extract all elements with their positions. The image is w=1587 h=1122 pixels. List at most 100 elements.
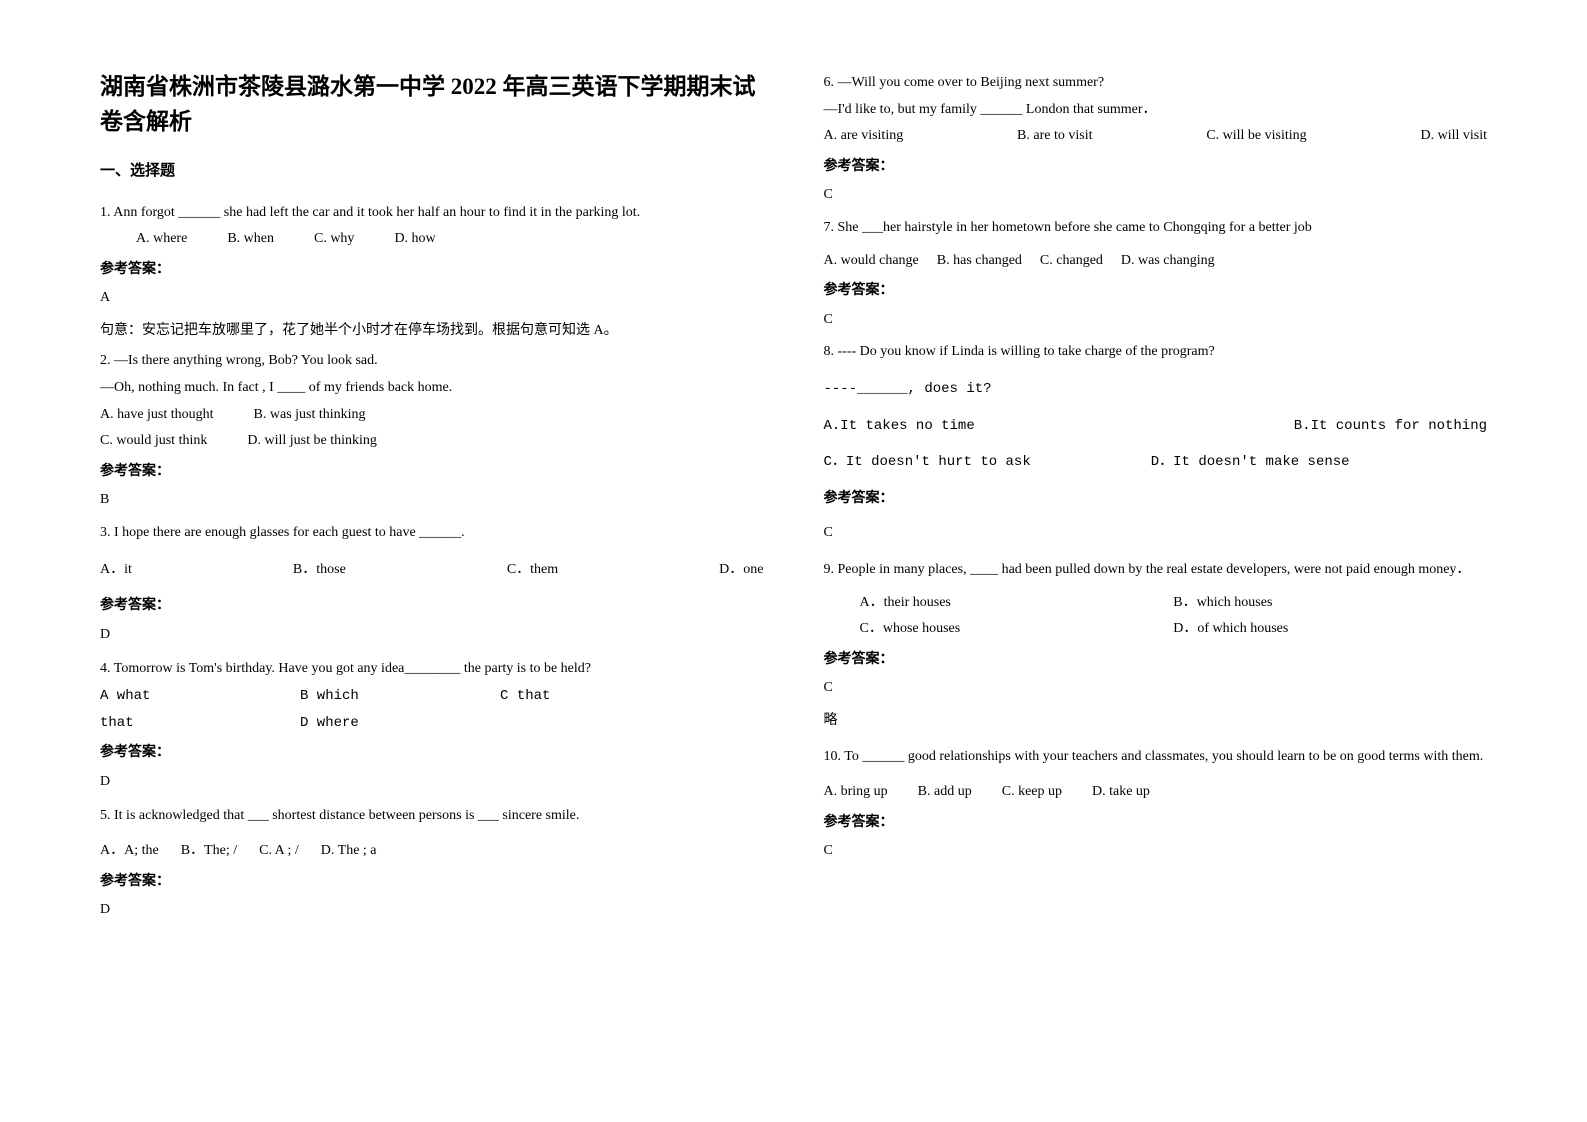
q2-answer: B xyxy=(100,487,764,514)
page: 湖南省株洲市茶陵县潞水第一中学 2022 年高三英语下学期期末试卷含解析 一、选… xyxy=(0,0,1587,970)
q2-opt-c: C. would just think xyxy=(100,428,207,455)
q6-opt-b: B. are to visit xyxy=(1017,123,1092,150)
q1-text: 1. Ann forgot ______ she had left the ca… xyxy=(100,200,764,227)
q7-answer-label: 参考答案： xyxy=(824,278,1488,305)
q5-answer-label: 参考答案： xyxy=(100,869,764,896)
q8-line1: 8. ---- Do you know if Linda is willing … xyxy=(824,339,1488,366)
left-column: 湖南省株洲市茶陵县潞水第一中学 2022 年高三英语下学期期末试卷含解析 一、选… xyxy=(100,70,764,930)
q3-opt-b: B．those xyxy=(293,557,346,584)
q5-options: A．A; the B．The; / C. A ; / D. The ; a xyxy=(100,838,764,865)
q4-opt-d: D where xyxy=(300,710,359,737)
q6-options: A. are visiting B. are to visit C. will … xyxy=(824,123,1488,150)
question-6: 6. —Will you come over to Beijing next s… xyxy=(824,70,1488,209)
question-10: 10. To ______ good relationships with yo… xyxy=(824,744,1488,864)
q3-answer-label: 参考答案： xyxy=(100,593,764,620)
q8-options-row1: A.It takes no time B.It counts for nothi… xyxy=(824,413,1488,440)
q4-opt-a: A what xyxy=(100,683,300,710)
q5-opt-d: D. The ; a xyxy=(321,838,377,865)
q2-line2: —Oh, nothing much. In fact , I ____ of m… xyxy=(100,375,764,402)
q6-opt-a: A. are visiting xyxy=(824,123,904,150)
q7-opt-c: C. changed xyxy=(1040,248,1103,275)
q3-text: 3. I hope there are enough glasses for e… xyxy=(100,520,764,547)
q6-answer-label: 参考答案： xyxy=(824,154,1488,181)
q6-line1: 6. —Will you come over to Beijing next s… xyxy=(824,70,1488,97)
q9-opt-c: C．whose houses xyxy=(860,616,1174,643)
q9-opt-a: A．their houses xyxy=(860,590,1174,617)
q10-text: 10. To ______ good relationships with yo… xyxy=(824,744,1488,771)
q5-opt-a: A．A; the xyxy=(100,838,159,865)
q6-opt-d: D. will visit xyxy=(1420,123,1487,150)
q7-opt-d: D. was changing xyxy=(1121,248,1215,275)
q8-opt-b: B.It counts for nothing xyxy=(1294,413,1487,440)
q2-answer-label: 参考答案： xyxy=(100,459,764,486)
q2-opt-b: B. was just thinking xyxy=(254,402,366,429)
doc-title: 湖南省株洲市茶陵县潞水第一中学 2022 年高三英语下学期期末试卷含解析 xyxy=(100,70,764,139)
section-heading: 一、选择题 xyxy=(100,157,764,186)
q1-opt-c: C. why xyxy=(314,226,354,253)
q3-opt-a: A．it xyxy=(100,557,132,584)
q9-options-row1: A．their houses B．which houses xyxy=(824,590,1488,617)
q5-opt-b: B．The; / xyxy=(181,838,237,865)
question-8: 8. ---- Do you know if Linda is willing … xyxy=(824,339,1488,547)
q9-opt-d: D．of which houses xyxy=(1173,616,1487,643)
q6-line2: —I'd like to, but my family ______ Londo… xyxy=(824,97,1488,124)
q10-options: A. bring up B. add up C. keep up D. take… xyxy=(824,779,1488,806)
q7-answer: C xyxy=(824,307,1488,334)
q9-options-row2: C．whose houses D．of which houses xyxy=(824,616,1488,643)
q7-text: 7. She ___her hairstyle in her hometown … xyxy=(824,215,1488,242)
q8-opt-d: D．It doesn't make sense xyxy=(1151,449,1350,476)
q7-options: A. would change B. has changed C. change… xyxy=(824,248,1488,275)
q2-options-row2: C. would just think D. will just be thin… xyxy=(100,428,764,455)
q7-opt-b: B. has changed xyxy=(937,248,1022,275)
q9-extra: 略 xyxy=(824,708,1488,735)
q9-answer: C xyxy=(824,675,1488,702)
q1-opt-b: B. when xyxy=(227,226,274,253)
q4-opt-c: C that xyxy=(500,683,550,710)
q10-opt-c: C. keep up xyxy=(1002,779,1062,806)
q1-opt-d: D. how xyxy=(394,226,435,253)
q6-opt-c: C. will be visiting xyxy=(1206,123,1306,150)
q10-opt-a: A. bring up xyxy=(824,779,888,806)
q5-text: 5. It is acknowledged that ___ shortest … xyxy=(100,803,764,830)
q8-answer: C xyxy=(824,520,1488,547)
q3-options: A．it B．those C．them D．one xyxy=(100,557,764,584)
question-2: 2. —Is there anything wrong, Bob? You lo… xyxy=(100,348,764,514)
q1-options: A. where B. when C. why D. how xyxy=(100,226,764,253)
q1-opt-a: A. where xyxy=(136,226,187,253)
q2-options-row1: A. have just thought B. was just thinkin… xyxy=(100,402,764,429)
question-9: 9. People in many places, ____ had been … xyxy=(824,557,1488,735)
q8-opt-c: C．It doesn't hurt to ask xyxy=(824,449,1031,476)
q9-opt-b: B．which houses xyxy=(1173,590,1487,617)
q4-answer: D xyxy=(100,769,764,796)
q4-options: A what B which C that xyxy=(100,683,764,710)
q3-opt-c: C．them xyxy=(507,557,558,584)
question-3: 3. I hope there are enough glasses for e… xyxy=(100,520,764,648)
question-4: 4. Tomorrow is Tom's birthday. Have you … xyxy=(100,656,764,795)
question-5: 5. It is acknowledged that ___ shortest … xyxy=(100,803,764,923)
q3-answer: D xyxy=(100,622,764,649)
q9-text: 9. People in many places, ____ had been … xyxy=(824,557,1488,584)
q8-options-row2: C．It doesn't hurt to ask D．It doesn't ma… xyxy=(824,449,1488,476)
q3-opt-d: D．one xyxy=(719,557,763,584)
q4-opt-c2: that xyxy=(100,710,300,737)
q5-opt-c: C. A ; / xyxy=(259,838,299,865)
q4-text: 4. Tomorrow is Tom's birthday. Have you … xyxy=(100,656,764,683)
q10-opt-b: B. add up xyxy=(918,779,972,806)
question-7: 7. She ___her hairstyle in her hometown … xyxy=(824,215,1488,333)
q1-explain: 句意：安忘记把车放哪里了，花了她半个小时才在停车场找到。根据句意可知选 A。 xyxy=(100,318,764,345)
q1-answer: A xyxy=(100,285,764,312)
q9-answer-label: 参考答案： xyxy=(824,647,1488,674)
q6-answer: C xyxy=(824,182,1488,209)
q4-answer-label: 参考答案： xyxy=(100,740,764,767)
q7-opt-a: A. would change xyxy=(824,248,919,275)
q1-answer-label: 参考答案： xyxy=(100,257,764,284)
q10-opt-d: D. take up xyxy=(1092,779,1150,806)
question-1: 1. Ann forgot ______ she had left the ca… xyxy=(100,200,764,345)
right-column: 6. —Will you come over to Beijing next s… xyxy=(824,70,1488,930)
q8-line2: ----______, does it? xyxy=(824,376,1488,403)
q8-answer-label: 参考答案： xyxy=(824,486,1488,513)
q4-opt-b: B which xyxy=(300,683,500,710)
q10-answer-label: 参考答案： xyxy=(824,810,1488,837)
q2-opt-a: A. have just thought xyxy=(100,402,214,429)
q4-options-2: that D where xyxy=(100,710,764,737)
